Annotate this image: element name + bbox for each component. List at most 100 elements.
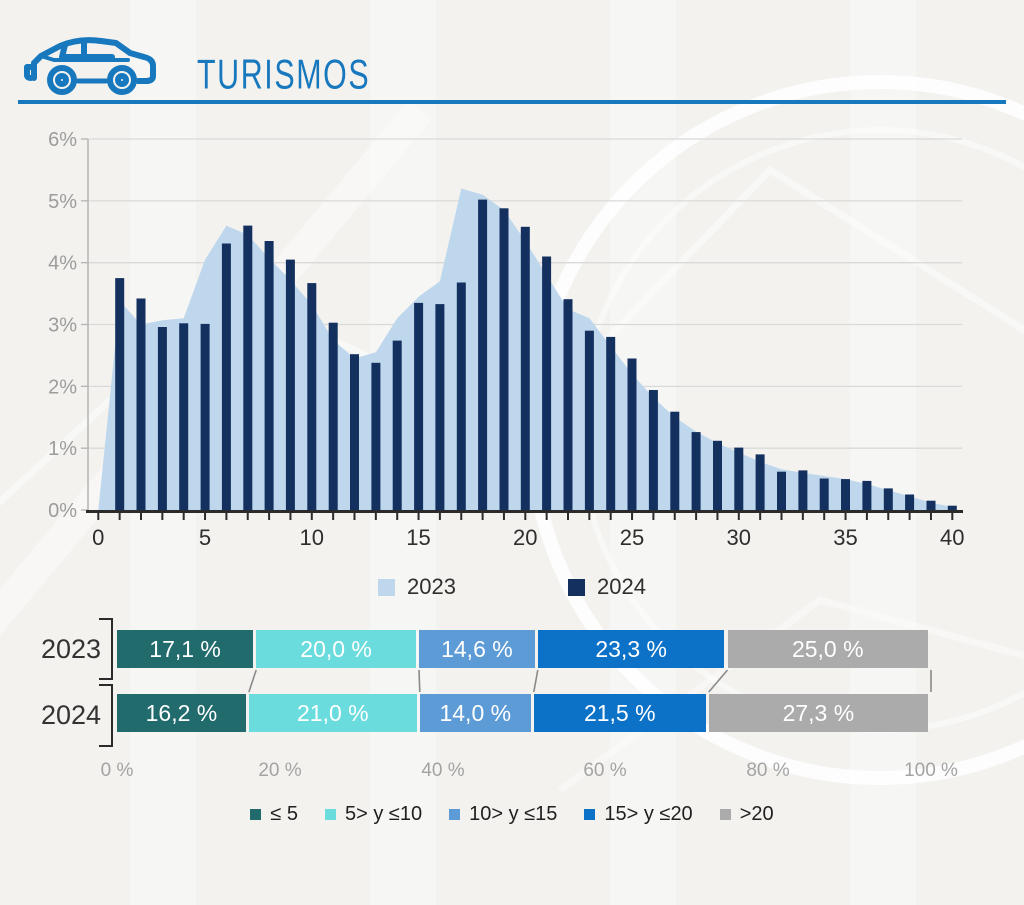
bar: [414, 302, 424, 510]
segment-2023-2: 14,6 %: [418, 630, 535, 668]
legend-label-10-15: 10> y ≤15: [469, 803, 558, 825]
x-tick-label: 15: [406, 525, 430, 550]
legend-item-le5: ≤ 5: [250, 803, 298, 826]
legend-swatch-2023: [378, 578, 396, 596]
segment-value-label: 14,0 %: [439, 700, 512, 726]
bar: [478, 199, 488, 510]
segment-2023-1: 20,0 %: [256, 630, 416, 668]
row-bracket-2023: [99, 618, 113, 680]
legend-label-15-20: 15> y ≤20: [604, 803, 693, 825]
page-title: TURISMOS: [197, 52, 371, 99]
stacked-bar-axis: 0 % 20 % 40 % 60 % 80 % 100 %: [0, 760, 1024, 784]
bar: [862, 480, 872, 510]
bar: [264, 241, 274, 510]
axis-tick-40: 40 %: [421, 760, 465, 781]
segment-value-label: 27,3 %: [782, 700, 855, 726]
legend-item-2024: 2024: [568, 574, 646, 600]
header-rule: [18, 100, 1006, 104]
axis-tick-60: 60 %: [583, 760, 627, 781]
bar: [221, 243, 231, 510]
stacked-row-label-2023: 2023: [40, 634, 102, 664]
y-tick-label: 3%: [48, 315, 77, 337]
x-tick-label: 20: [513, 525, 537, 550]
y-tick-label: 4%: [48, 253, 77, 275]
bar: [883, 488, 893, 510]
legend-label-gt20: >20: [739, 803, 774, 825]
segment-value-label: 17,1 %: [149, 636, 221, 662]
bar: [841, 479, 850, 510]
bar: [520, 226, 530, 511]
legend-swatch-gt20: [719, 809, 731, 820]
bar: [755, 454, 765, 510]
legend-swatch-15-20: [584, 809, 596, 820]
segment-2023-0: 17,1 %: [117, 630, 254, 668]
segment-2023-4: 25,0 %: [727, 630, 928, 668]
legend-label-2024: 2024: [597, 574, 646, 599]
legend-swatch-2024: [568, 578, 585, 596]
legend-label-le5: ≤ 5: [270, 803, 299, 825]
bar: [499, 208, 509, 511]
connector-line: [533, 669, 539, 693]
segment-value-label: 20,0 %: [300, 636, 372, 662]
connector-line: [708, 669, 729, 693]
distribution-legend: 2023 2024: [0, 574, 1024, 600]
legend-label-5-10: 5> y ≤10: [345, 803, 423, 825]
bar: [627, 358, 637, 510]
y-tick-label: 5%: [48, 191, 77, 213]
bar: [584, 330, 594, 510]
segment-value-label: 14,6 %: [441, 636, 513, 662]
legend-item-gt20: >20: [719, 803, 774, 826]
x-tick-label: 0: [92, 525, 104, 550]
bar: [563, 299, 573, 510]
bar: [392, 340, 402, 510]
bar: [648, 390, 658, 510]
legend-swatch-le5: [250, 809, 262, 820]
segment-2024-0: 16,2 %: [117, 694, 246, 732]
segment-2023-3: 23,3 %: [537, 630, 725, 668]
bar: [798, 470, 808, 510]
bar: [905, 494, 915, 510]
bar-series-2024: [115, 199, 957, 511]
bar: [157, 327, 167, 510]
bar: [670, 411, 680, 510]
bar: [926, 500, 936, 510]
x-tick-label: 25: [620, 525, 644, 550]
segment-2024-2: 14,0 %: [419, 694, 531, 732]
car-icon: [24, 37, 156, 95]
y-tick-label: 1%: [48, 438, 77, 460]
segment-value-label: 16,2 %: [145, 700, 218, 726]
x-tick-label: 10: [300, 525, 324, 550]
bar: [243, 225, 253, 510]
bar: [285, 259, 295, 510]
stacked-bar-2024: 16,2 % 21,0 % 14,0 % 21,5 % 27,3 %: [117, 694, 931, 732]
bar: [819, 478, 829, 510]
x-tick-label: 40: [940, 525, 964, 550]
age-distribution-chart: 0% 1% 2% 3% 4% 5% 6% 0 5 10 15 20 25 30 35 40: [48, 129, 964, 550]
bar: [179, 323, 189, 510]
age-bucket-legend: ≤ 5 5> y ≤10 10> y ≤15 15> y ≤20 >20: [0, 803, 1024, 826]
connector-line: [248, 669, 257, 693]
segment-2024-1: 21,0 %: [248, 694, 417, 732]
x-tick-label: 35: [833, 525, 857, 550]
bar: [606, 336, 616, 510]
legend-item-5-10: 5> y ≤10: [325, 803, 422, 826]
stacked-bar-2023: 17,1 % 20,0 % 14,6 % 23,3 % 25,0 %: [117, 630, 931, 668]
stacked-bar-connectors: [248, 669, 932, 693]
bar: [542, 256, 552, 510]
bar: [777, 471, 786, 510]
bar: [435, 304, 445, 510]
stacked-row-label-2024: 2024: [40, 700, 102, 730]
bar: [947, 505, 957, 510]
bar: [136, 298, 146, 510]
bar: [328, 322, 338, 510]
axis-tick-80: 80 %: [746, 760, 790, 781]
segment-value-label: 21,5 %: [583, 700, 656, 726]
y-tick-label: 6%: [48, 129, 77, 151]
legend-item-2023: 2023: [378, 574, 456, 600]
bar: [713, 440, 722, 510]
x-tick-label: 5: [199, 525, 211, 550]
axis-tick-100: 100 %: [904, 760, 958, 781]
legend-swatch-10-15: [449, 809, 461, 820]
axis-tick-20: 20 %: [258, 760, 302, 781]
